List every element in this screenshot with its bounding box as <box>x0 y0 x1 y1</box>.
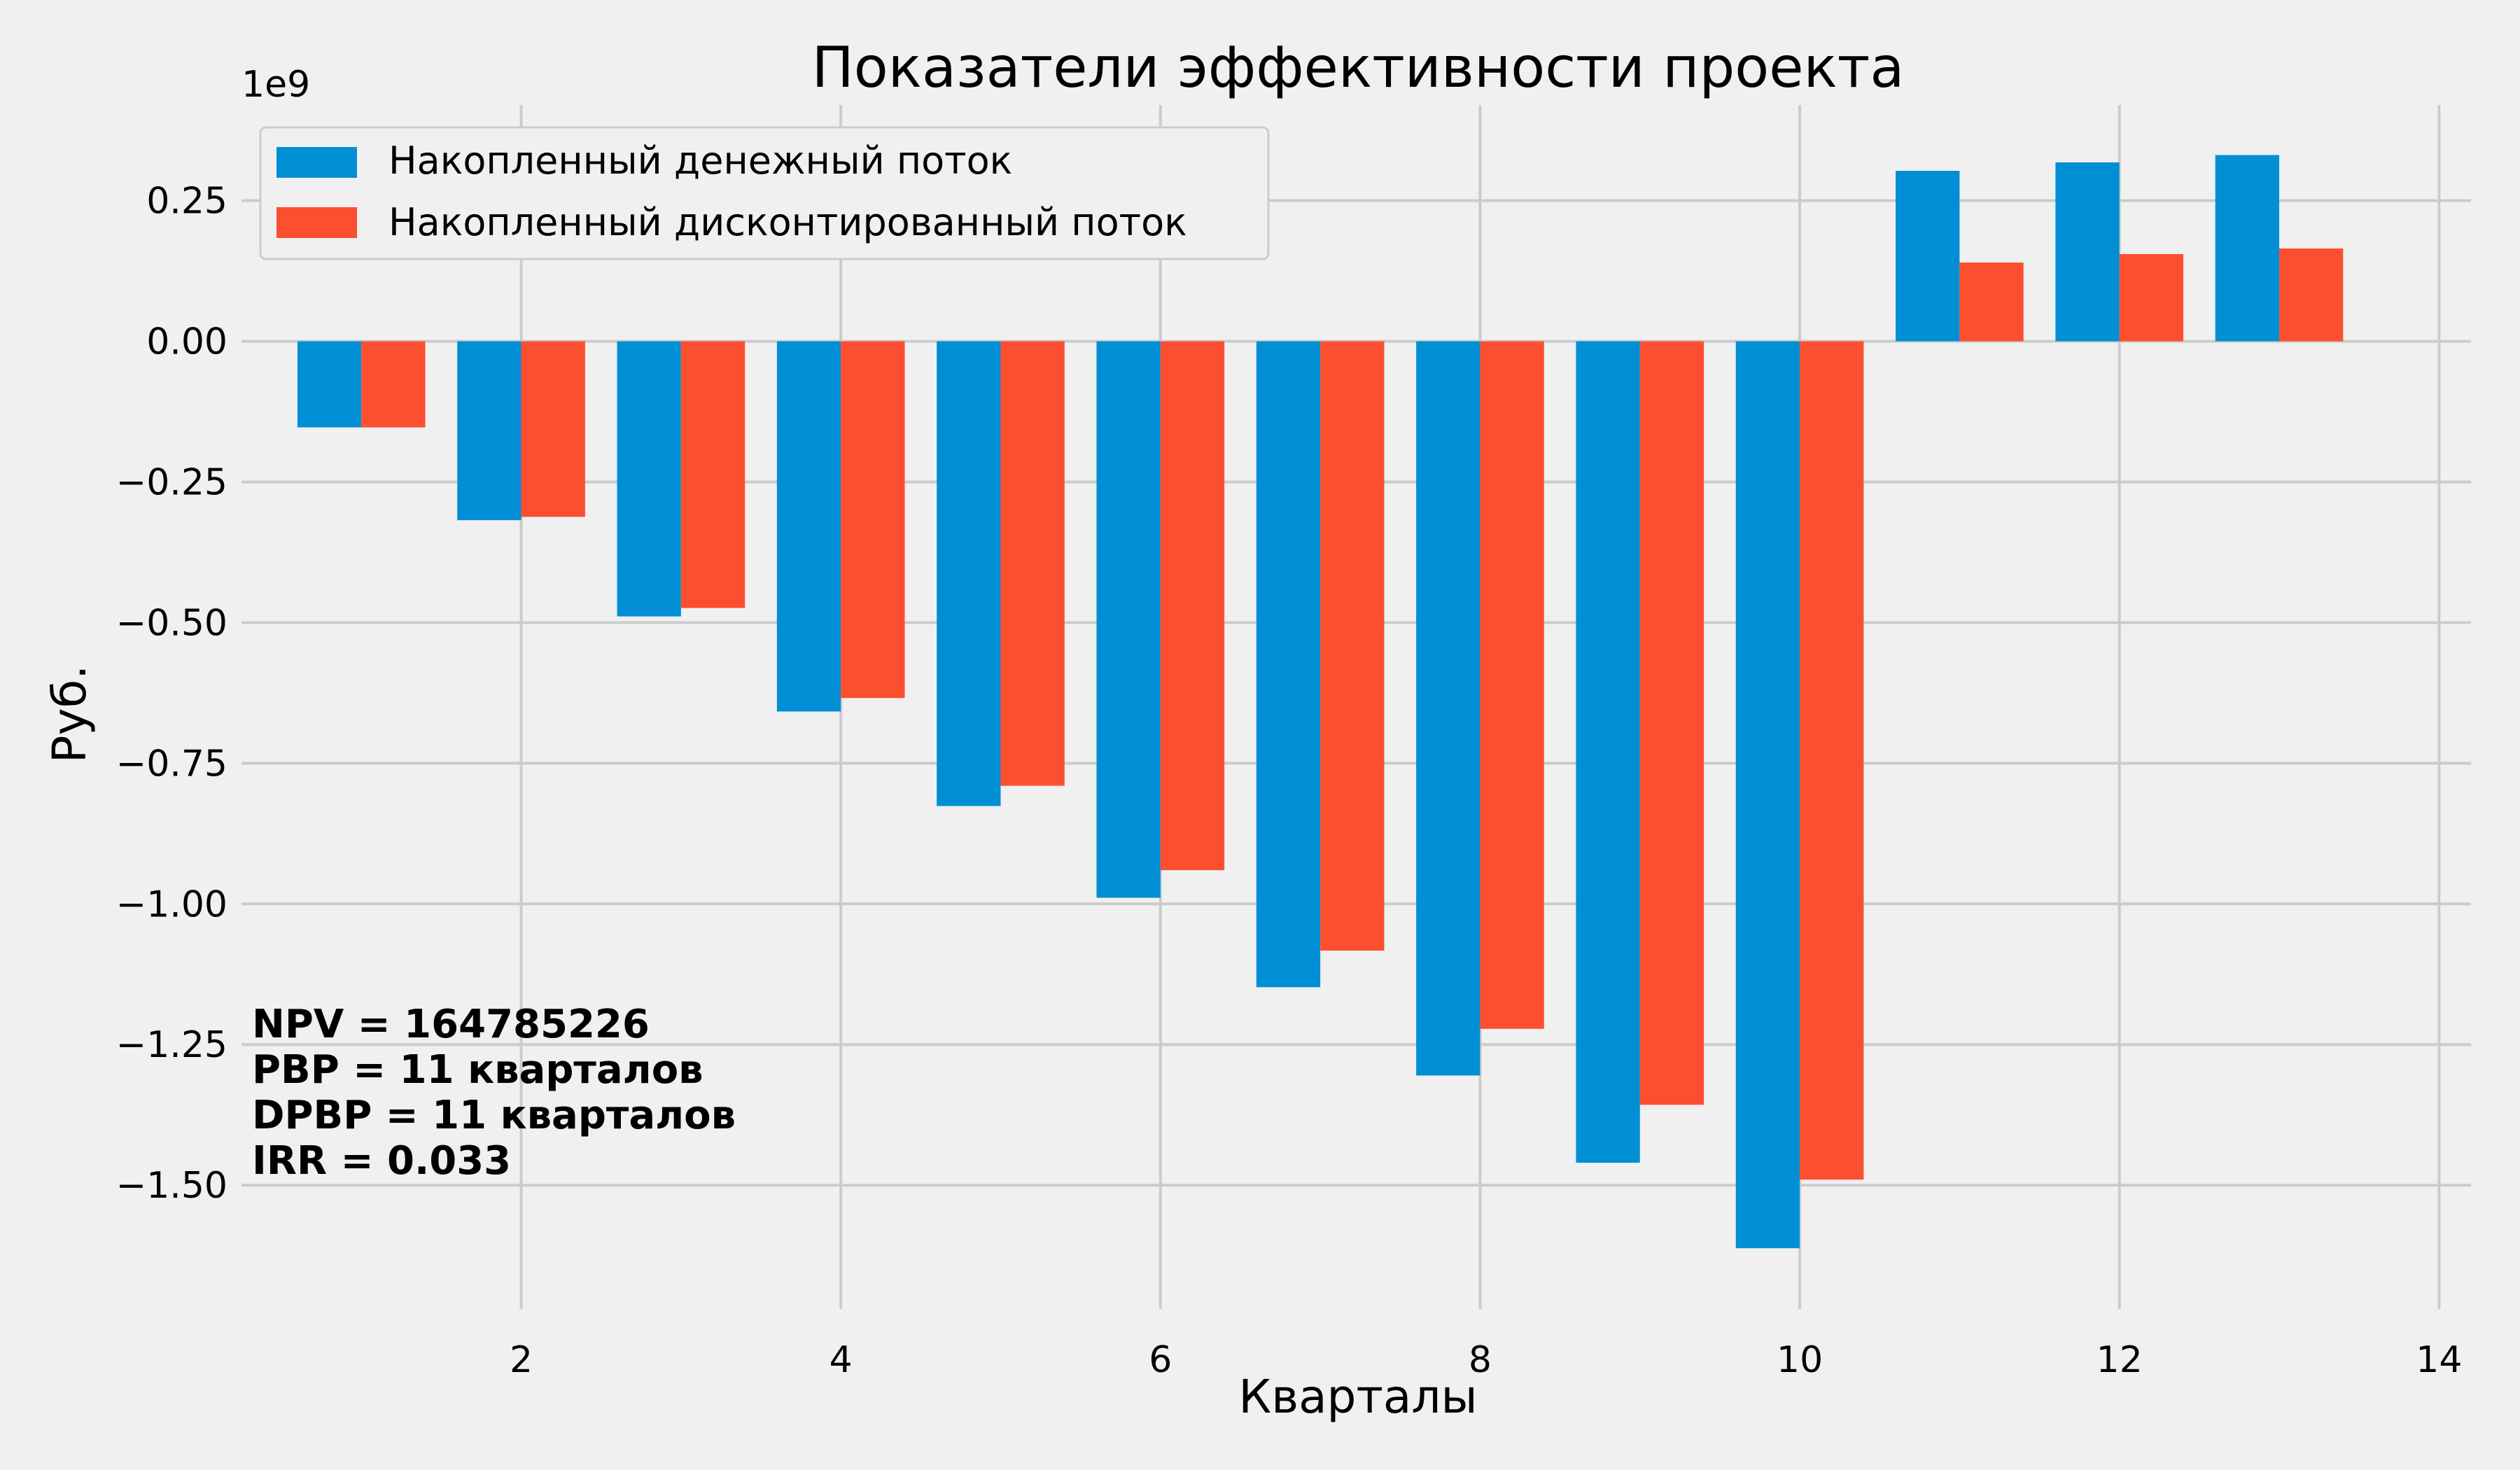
dpbp-annotation: DPBP = 11 кварталов <box>252 1093 736 1138</box>
x-tick-label: 10 <box>1777 1339 1823 1381</box>
y-scale-label: 1e9 <box>241 64 310 106</box>
y-tick-labels: 0.25 0.00 −0.25 −0.50 −0.75 −1.00 −1.25 −1.50 <box>116 181 227 1208</box>
bar-discounted-flow-q3 <box>680 341 746 608</box>
bar-discounted-flow-q9 <box>1639 341 1704 1105</box>
bar-cash-flow-q11 <box>1896 171 1960 342</box>
bars <box>297 155 2344 1249</box>
bar-cash-flow-q12 <box>2055 162 2120 342</box>
bar-discounted-flow-q4 <box>841 341 905 699</box>
bar-cash-flow-q2 <box>457 341 522 521</box>
x-tick-labels: 2 4 6 8 10 12 14 <box>510 1339 2462 1381</box>
x-tick-label: 4 <box>830 1339 853 1381</box>
x-tick-label: 12 <box>2096 1339 2143 1381</box>
legend: Накопленный денежный поток Накопленный д… <box>259 126 1270 260</box>
bar-cash-flow-q9 <box>1576 341 1640 1163</box>
irr-annotation: IRR = 0.033 <box>252 1138 511 1184</box>
pbp-annotation: PBP = 11 кварталов <box>252 1047 704 1093</box>
bar-cash-flow-q10 <box>1735 341 1800 1249</box>
y-tick-label: −1.00 <box>116 883 227 925</box>
legend-swatch-discounted-flow <box>276 207 357 238</box>
bar-discounted-flow-q8 <box>1480 341 1544 1029</box>
legend-label-discounted-flow: Накопленный дисконтированный поток <box>388 200 1187 244</box>
y-tick-label: −1.50 <box>116 1165 227 1207</box>
y-axis-label: Руб. <box>43 665 97 764</box>
legend-swatch-cash-flow <box>276 147 357 178</box>
npv-annotation: NPV = 164785226 <box>252 1002 650 1047</box>
x-tick-label: 14 <box>2416 1339 2462 1381</box>
y-tick-label: −0.75 <box>116 743 227 785</box>
bar-discounted-flow-q12 <box>2119 253 2184 342</box>
bar-discounted-flow-q2 <box>521 341 585 517</box>
x-tick-label: 2 <box>510 1339 533 1381</box>
y-tick-label: 0.00 <box>146 321 227 363</box>
legend-label-cash-flow: Накопленный денежный поток <box>388 139 1012 183</box>
bar-cash-flow-q1 <box>297 341 362 428</box>
bar-cash-flow-q3 <box>617 341 681 617</box>
bar-discounted-flow-q7 <box>1320 341 1385 951</box>
x-tick-label: 8 <box>1469 1339 1492 1381</box>
y-tick-label: −0.50 <box>116 602 227 644</box>
bar-cash-flow-q7 <box>1256 341 1321 988</box>
bar-discounted-flow-q1 <box>361 341 426 428</box>
bar-discounted-flow-q11 <box>1959 262 2024 342</box>
bar-cash-flow-q8 <box>1416 341 1480 1076</box>
x-axis-label: Кварталы <box>1238 1370 1477 1424</box>
bar-cash-flow-q4 <box>776 341 841 712</box>
bar-cash-flow-q5 <box>937 341 1001 806</box>
x-tick-label: 6 <box>1149 1339 1172 1381</box>
bar-discounted-flow-q6 <box>1160 341 1225 871</box>
bar-discounted-flow-q13 <box>2279 248 2344 342</box>
chart-title: Показатели эффективности проекта <box>812 35 1905 100</box>
y-tick-label: −1.25 <box>116 1024 227 1066</box>
bar-discounted-flow-q5 <box>1000 341 1065 786</box>
bar-cash-flow-q13 <box>2215 155 2280 342</box>
y-tick-label: −0.25 <box>116 462 227 504</box>
bar-cash-flow-q6 <box>1096 341 1161 898</box>
metrics-annotation: NPV = 164785226 PBP = 11 кварталов DPBP … <box>252 1002 736 1184</box>
y-tick-label: 0.25 <box>146 181 227 223</box>
legend-box <box>259 126 1270 260</box>
bar-discounted-flow-q10 <box>1800 341 1864 1180</box>
